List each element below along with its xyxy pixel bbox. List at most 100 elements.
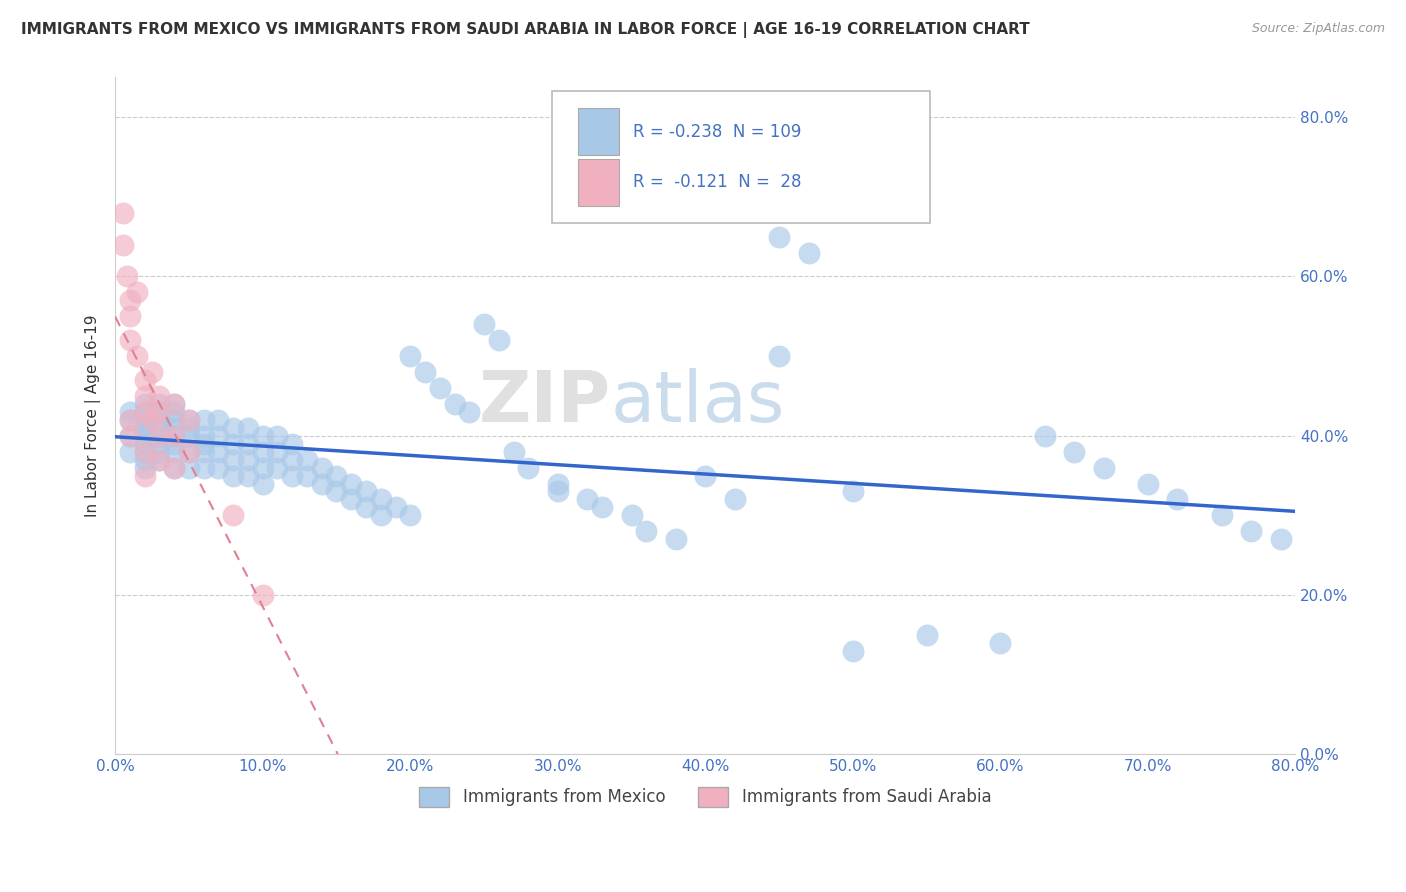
Point: [222, 421, 245, 435]
Point: [636, 524, 658, 539]
Point: [134, 468, 156, 483]
Point: [915, 628, 938, 642]
Point: [413, 365, 436, 379]
Point: [148, 444, 170, 458]
Point: [340, 492, 363, 507]
Point: [134, 421, 156, 435]
Text: ZIP: ZIP: [478, 368, 610, 437]
Point: [252, 428, 274, 442]
Point: [163, 460, 186, 475]
Point: [207, 460, 229, 475]
Point: [177, 428, 200, 442]
Legend: Immigrants from Mexico, Immigrants from Saudi Arabia: Immigrants from Mexico, Immigrants from …: [412, 780, 998, 814]
Point: [547, 484, 569, 499]
Point: [547, 476, 569, 491]
Point: [118, 428, 141, 442]
Point: [163, 413, 186, 427]
Point: [488, 333, 510, 347]
Point: [163, 397, 186, 411]
Point: [370, 492, 392, 507]
Point: [148, 436, 170, 450]
Point: [163, 397, 186, 411]
Point: [768, 349, 790, 363]
Point: [163, 460, 186, 475]
Point: [148, 452, 170, 467]
Point: [148, 428, 170, 442]
Point: [118, 413, 141, 427]
Point: [118, 413, 141, 427]
Point: [620, 508, 643, 523]
Point: [148, 405, 170, 419]
Point: [399, 349, 422, 363]
Point: [502, 444, 524, 458]
Point: [118, 444, 141, 458]
Point: [295, 452, 318, 467]
Point: [517, 460, 540, 475]
Point: [134, 444, 156, 458]
Point: [193, 413, 215, 427]
Point: [118, 333, 141, 347]
Point: [148, 389, 170, 403]
Point: [111, 237, 134, 252]
Point: [148, 397, 170, 411]
Point: [222, 436, 245, 450]
Point: [193, 428, 215, 442]
Point: [163, 421, 186, 435]
Point: [695, 468, 717, 483]
Point: [127, 285, 149, 300]
Point: [842, 643, 865, 657]
Point: [384, 500, 406, 515]
Point: [222, 468, 245, 483]
Text: R =  -0.121  N =  28: R = -0.121 N = 28: [633, 173, 801, 192]
Point: [842, 484, 865, 499]
Point: [177, 444, 200, 458]
Point: [1063, 444, 1085, 458]
Point: [207, 428, 229, 442]
Point: [177, 421, 200, 435]
Point: [252, 460, 274, 475]
Point: [443, 397, 465, 411]
Point: [1166, 492, 1188, 507]
Point: [354, 500, 377, 515]
Point: [472, 318, 495, 332]
Point: [797, 245, 820, 260]
Point: [134, 436, 156, 450]
Point: [236, 452, 259, 467]
Point: [177, 413, 200, 427]
Point: [118, 428, 141, 442]
Point: [163, 436, 186, 450]
Point: [325, 468, 347, 483]
Point: [134, 444, 156, 458]
Point: [134, 405, 156, 419]
Point: [127, 349, 149, 363]
Point: [311, 476, 333, 491]
Point: [134, 397, 156, 411]
Point: [134, 452, 156, 467]
Point: [148, 428, 170, 442]
Point: [458, 405, 481, 419]
Point: [134, 405, 156, 419]
Y-axis label: In Labor Force | Age 16-19: In Labor Force | Age 16-19: [86, 315, 101, 517]
Point: [193, 460, 215, 475]
Point: [990, 636, 1012, 650]
Point: [134, 460, 156, 475]
Point: [118, 293, 141, 308]
Point: [1033, 428, 1056, 442]
Point: [281, 452, 304, 467]
Point: [148, 413, 170, 427]
Point: [1136, 476, 1159, 491]
Point: [311, 460, 333, 475]
Point: [134, 373, 156, 387]
Point: [193, 436, 215, 450]
Point: [134, 389, 156, 403]
Point: [222, 452, 245, 467]
Point: [266, 444, 288, 458]
Text: atlas: atlas: [610, 368, 786, 437]
Point: [266, 460, 288, 475]
Point: [399, 508, 422, 523]
Point: [665, 533, 688, 547]
Point: [193, 444, 215, 458]
Point: [134, 421, 156, 435]
Point: [1092, 460, 1115, 475]
Point: [724, 492, 747, 507]
